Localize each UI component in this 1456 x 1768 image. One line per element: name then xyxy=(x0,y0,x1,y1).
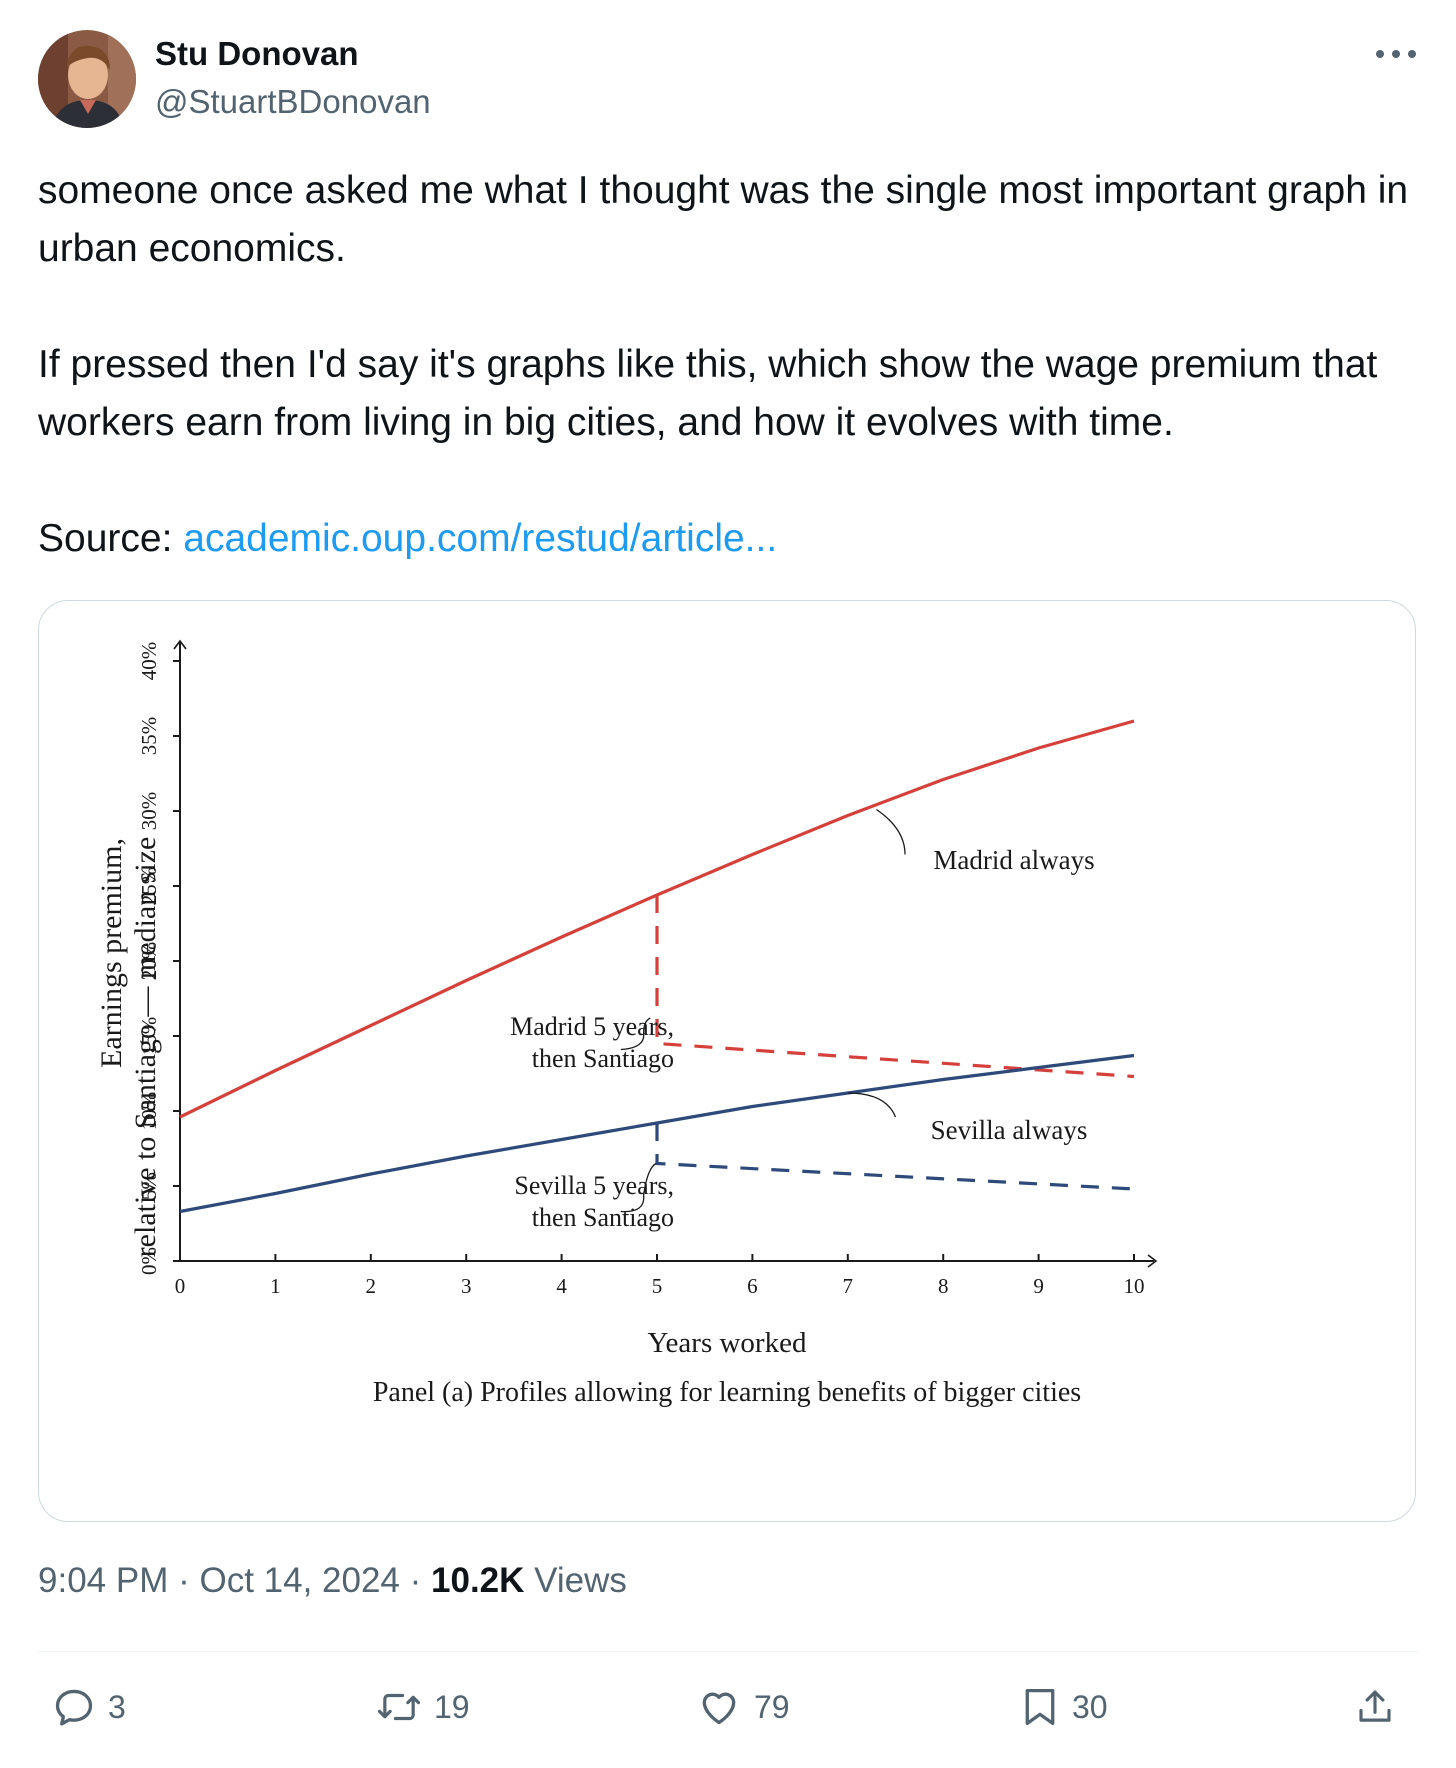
tweet-meta: 9:04 PM · Oct 14, 2024 · 10.2K Views xyxy=(38,1561,627,1601)
x-tick-label: 2 xyxy=(366,1274,377,1298)
source-label: Source: xyxy=(38,517,173,560)
x-tick-label: 4 xyxy=(556,1274,567,1298)
annotation-sevilla-always: Sevilla always xyxy=(931,1115,1088,1145)
y-tick-label: 15% xyxy=(137,1017,161,1056)
tweet-time[interactable]: 9:04 PM xyxy=(38,1561,169,1600)
share-icon xyxy=(1359,1690,1391,1722)
chart-svg: 0 1 2 3 4 5 6 7 8 9 10 0% 5% 10% 15% 20% 25% 30% 35% 40% E… xyxy=(95,639,1158,1408)
y-tick-label: 25% xyxy=(137,867,161,906)
x-tick-label: 8 xyxy=(938,1274,949,1298)
annotation-leader-2 xyxy=(847,1092,897,1118)
avatar[interactable] xyxy=(38,30,136,128)
like-count: 79 xyxy=(754,1688,790,1725)
bookmark-button[interactable]: 30 xyxy=(1020,1680,1108,1734)
reply-count: 3 xyxy=(108,1688,126,1725)
tweet-date[interactable]: Oct 14, 2024 xyxy=(199,1561,400,1600)
chart-caption: Panel (a) Profiles allowing for learning… xyxy=(373,1377,1081,1408)
meta-separator: · xyxy=(409,1561,422,1600)
profile-photo-avatar xyxy=(38,30,136,128)
y-tick-label: 5% xyxy=(137,1172,161,1200)
more-options-button[interactable] xyxy=(1368,34,1424,74)
tweet-text: someone once asked me what I thought was… xyxy=(38,162,1423,568)
annotation-madrid-5-years-line1: Madrid 5 years, xyxy=(510,1012,674,1041)
y-tick-label: 35% xyxy=(137,717,161,756)
series-line-1 xyxy=(655,895,1135,1079)
retweet-button[interactable]: 19 xyxy=(376,1680,470,1734)
y-tick-label: 10% xyxy=(137,1092,161,1131)
bookmark-icon xyxy=(1025,1689,1055,1726)
bookmark-count: 30 xyxy=(1072,1688,1108,1725)
x-tick-label: 1 xyxy=(270,1274,281,1298)
x-tick-label: 0 xyxy=(175,1274,186,1298)
annotation-sevilla-5-years-line2: then Santiago xyxy=(532,1203,674,1232)
like-button[interactable]: 79 xyxy=(696,1680,790,1734)
author-handle[interactable]: @StuartBDonovan xyxy=(155,83,431,120)
x-tick-label: 5 xyxy=(652,1274,663,1298)
series-line-3 xyxy=(655,1123,1135,1191)
y-tick-label: 40% xyxy=(137,642,161,681)
annotation-leaders xyxy=(620,808,906,1213)
x-tick-label: 9 xyxy=(1033,1274,1044,1298)
annotation-madrid-always: Madrid always xyxy=(933,845,1094,875)
tweet-paragraph-2: If pressed then I'd say it's graphs like… xyxy=(38,343,1378,444)
reply-button[interactable]: 3 xyxy=(52,1680,126,1734)
chart-series xyxy=(179,719,1135,1214)
meta-separator: · xyxy=(178,1561,190,1600)
views-label: Views xyxy=(534,1561,627,1600)
x-axis-label: Years worked xyxy=(648,1327,807,1359)
views-count: 10.2K xyxy=(431,1561,525,1600)
source-link[interactable]: academic.oup.com/restud/article... xyxy=(183,517,778,560)
more-dots-icon xyxy=(1376,50,1416,58)
annotation-leader-3 xyxy=(620,1162,657,1213)
annotation-sevilla-5-years-line1: Sevilla 5 years, xyxy=(514,1171,674,1200)
y-axis-ticks: 0% 5% 10% 15% 20% 25% 30% 35% 40% xyxy=(137,642,180,1275)
divider xyxy=(38,1651,1418,1652)
x-tick-label: 10 xyxy=(1124,1274,1145,1298)
chart-axes xyxy=(173,639,1158,1268)
annotation-leader-0 xyxy=(876,808,906,855)
retweet-count: 19 xyxy=(434,1688,470,1725)
share-button[interactable] xyxy=(1354,1680,1396,1734)
y-tick-label: 20% xyxy=(137,942,161,981)
y-tick-label: 30% xyxy=(137,792,161,831)
x-axis-ticks: 0 1 2 3 4 5 6 7 8 9 10 xyxy=(175,1254,1145,1298)
y-axis-arrow xyxy=(173,639,187,650)
x-tick-label: 7 xyxy=(843,1274,854,1298)
tweet-source: Source: academic.oup.com/restud/article.… xyxy=(38,510,1423,568)
author-name[interactable]: Stu Donovan xyxy=(155,35,359,72)
annotation-madrid-5-years-line2: then Santiago xyxy=(532,1044,674,1073)
retweet-icon xyxy=(377,1693,421,1721)
x-tick-label: 3 xyxy=(461,1274,472,1298)
x-tick-label: 6 xyxy=(747,1274,758,1298)
reply-icon xyxy=(55,1689,93,1726)
y-tick-label: 0% xyxy=(137,1247,161,1275)
x-axis-arrow xyxy=(1147,1254,1158,1268)
heart-icon xyxy=(702,1692,736,1725)
y-axis-label-line2: relative to Santiago — median size xyxy=(129,837,162,1258)
tweet-media-chart[interactable]: 0 1 2 3 4 5 6 7 8 9 10 0% 5% 10% 15% 20% 25% 30% 35% 40% E… xyxy=(38,600,1416,1522)
tweet-paragraph-1: someone once asked me what I thought was… xyxy=(38,169,1409,270)
y-axis-label-line1: Earnings premium, xyxy=(95,838,128,1068)
annotation-leader-1 xyxy=(620,1017,651,1051)
